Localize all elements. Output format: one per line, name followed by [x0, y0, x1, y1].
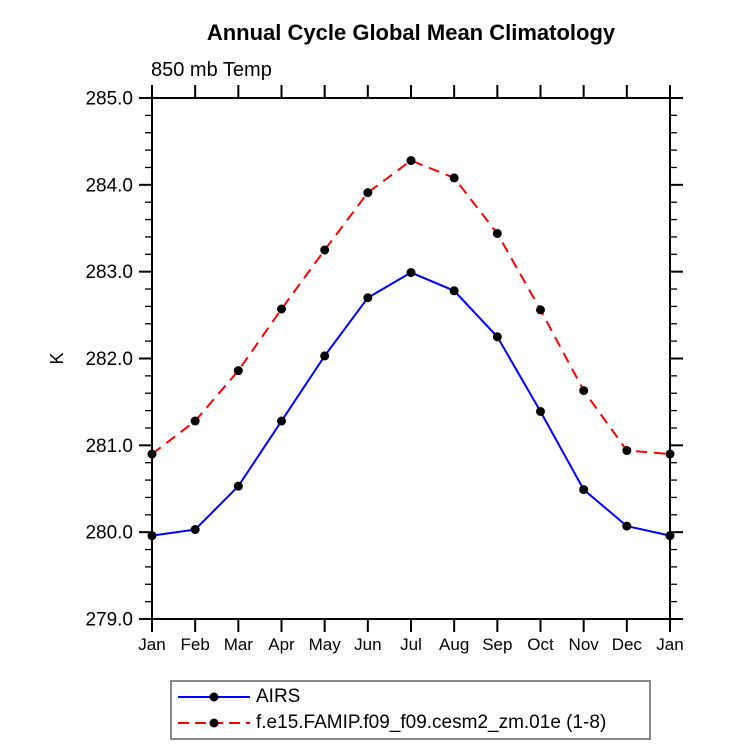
- y-axis-title: K: [47, 352, 67, 364]
- data-point-marker: [579, 386, 589, 396]
- data-point-marker: [406, 156, 416, 166]
- x-axis-ticks: [151, 85, 671, 632]
- data-point-marker: [536, 406, 545, 416]
- y-tick-label: 280.0: [85, 523, 133, 544]
- data-point-marker: [536, 305, 545, 315]
- chart-subtitle: 850 mb Temp: [151, 59, 272, 81]
- y-tick-label: 285.0: [85, 89, 133, 110]
- y-tick-label: 281.0: [85, 436, 133, 457]
- data-point-marker: [147, 531, 157, 541]
- data-point-marker: [665, 531, 675, 541]
- x-tick-label: Jun: [354, 635, 381, 654]
- x-tick-label: Aug: [439, 635, 469, 654]
- data-point-marker: [190, 525, 200, 535]
- legend-item-model: f.e15.FAMIP.f09_f09.cesm2_zm.01e (1-8): [178, 710, 649, 736]
- y-tick-label: 282.0: [85, 349, 133, 370]
- y-axis-ticks: [139, 97, 683, 620]
- data-point-marker: [277, 416, 286, 426]
- data-point-marker: [190, 416, 200, 426]
- x-tick-label: Jul: [400, 635, 422, 654]
- y-axis-labels: 279.0 280.0 281.0 282.0 283.0 284.0 285.0: [85, 89, 133, 631]
- x-tick-label: Oct: [527, 635, 554, 654]
- data-point-marker: [622, 446, 632, 456]
- x-tick-label: Apr: [268, 635, 295, 654]
- plot-area: 279.0 280.0 281.0 282.0 283.0 284.0 285.0 Jan Fe…: [47, 85, 684, 654]
- y-tick-label: 279.0: [85, 610, 133, 631]
- data-point-marker: [363, 293, 373, 303]
- data-point-marker: [492, 228, 502, 238]
- data-point-marker: [233, 366, 243, 376]
- data-point-marker: [233, 481, 243, 491]
- x-axis-labels: Jan Feb Mar Apr May Jun Jul Aug Sep Oct Nov Dec Jan: [138, 635, 683, 654]
- data-point-marker: [277, 304, 286, 314]
- legend-label-model: f.e15.FAMIP.f09_f09.cesm2_zm.01e (1-8): [256, 712, 607, 733]
- legend-marker-icon: [209, 692, 219, 702]
- data-point-marker: [320, 245, 330, 255]
- data-point-marker: [449, 286, 459, 296]
- y-tick-label: 283.0: [85, 262, 133, 283]
- x-tick-label: Feb: [181, 635, 210, 654]
- legend-line-sample-airs: [178, 692, 250, 702]
- series-line: [151, 159, 671, 456]
- series-model: [147, 156, 675, 459]
- legend-label-airs: AIRS: [256, 686, 301, 707]
- x-tick-label: Jan: [138, 635, 165, 654]
- x-tick-label: Nov: [569, 635, 600, 654]
- legend-box: AIRS f.e15.FAMIP.f09_f09.cesm2_zm.01e (1…: [170, 680, 651, 740]
- data-point-marker: [492, 332, 502, 342]
- data-point-marker: [665, 449, 675, 459]
- x-tick-label: Jan: [656, 635, 683, 654]
- data-point-marker: [622, 521, 632, 531]
- x-tick-label: May: [309, 635, 342, 654]
- legend-item-airs: AIRS: [178, 684, 649, 710]
- plot-frame: [151, 97, 671, 620]
- x-tick-label: Mar: [224, 635, 254, 654]
- legend-line-sample-model: [178, 718, 250, 728]
- x-tick-label: Dec: [612, 635, 643, 654]
- data-point-marker: [320, 351, 330, 361]
- x-tick-label: Sep: [482, 635, 512, 654]
- data-point-marker: [363, 188, 373, 198]
- chart-title: Annual Cycle Global Mean Climatology: [206, 20, 616, 45]
- data-point-marker: [579, 485, 589, 495]
- data-point-marker: [406, 268, 416, 278]
- legend-marker-icon: [209, 718, 219, 728]
- data-point-marker: [147, 449, 157, 459]
- y-tick-label: 284.0: [85, 175, 133, 196]
- data-point-marker: [449, 173, 459, 183]
- series-airs: [147, 268, 675, 541]
